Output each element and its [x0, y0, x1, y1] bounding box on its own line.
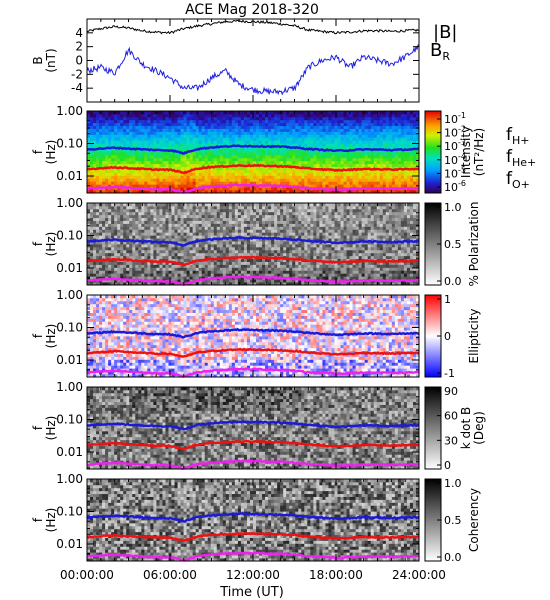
y-tick-label: 0.10: [56, 229, 83, 243]
cbar-tick-label: 0.5: [444, 514, 462, 527]
y-axis-unit: (nT): [44, 48, 58, 72]
kdotb-panel: 1.00 0.10 0.01 f (Hz) 90 60 30 0 k dot B (Deg): [31, 380, 486, 472]
y-tick-label: 1.00: [56, 288, 83, 302]
b-r-line: [86, 44, 420, 96]
chart-title: ACE Mag 2018-320: [185, 2, 319, 18]
legend-b-r: BR: [430, 40, 450, 63]
y-tick-label: 1.00: [56, 380, 83, 394]
y-axis-label: f: [31, 241, 45, 246]
cbar-tick-label: 0.5: [444, 238, 462, 251]
y-axis-label: f: [31, 517, 45, 522]
y-tick-label: 0.01: [56, 353, 83, 367]
f-he-line: [86, 347, 420, 358]
x-axis-label: Time (UT): [219, 585, 284, 600]
x-tick-label: 12:00:00: [226, 568, 280, 582]
f-h-line: [86, 236, 420, 247]
y-tick-label: 0.01: [56, 261, 83, 275]
f-h-line: [86, 420, 420, 431]
colorbar-unit: (nT²/Hz): [472, 128, 486, 176]
legend-H-frequency: fH+: [506, 125, 530, 147]
y-axis-label: f: [31, 425, 45, 430]
cbar-tick-label: 0.0: [444, 275, 462, 288]
y-tick-label: 0.01: [56, 445, 83, 459]
cbar-tick-label: 1.0: [444, 201, 462, 214]
y-tick-label: 4: [75, 26, 83, 40]
legend-He-frequency: fHe+: [506, 147, 536, 169]
y-tick-label: 0.01: [56, 537, 83, 551]
x-tick-label: 06:00:00: [143, 568, 197, 582]
f-o-line: [86, 459, 420, 470]
cbar-tick-label: 60: [444, 410, 458, 423]
f-o-line: [86, 275, 420, 286]
y-axis-unit: (Hz): [44, 232, 58, 257]
intensity-colorbar: [424, 110, 442, 194]
cbar-tick-label: 0: [444, 330, 451, 343]
y-tick-label: -4: [71, 81, 83, 95]
intensity-panel: 1.000.100.01f (Hz)10-110-210-310-410-510-…: [31, 104, 536, 194]
polarization-panel: 1.00 0.10 0.01 f (Hz) 1.0 0.5 0.0 % Polarization: [31, 196, 481, 288]
y-axis-unit: (Hz): [44, 140, 58, 165]
y-tick-label: 0.10: [56, 413, 83, 427]
x-tick-label: 24:00:00: [392, 568, 446, 582]
f-o-line: [86, 551, 420, 562]
f-o-line: [86, 367, 420, 378]
f-he-line: [86, 439, 420, 451]
coherency-panel: 1.00 0.10 0.01 f (Hz) 1.0 0.5 0.0 Coherency: [31, 472, 481, 564]
colorbar-label: Ellipticity: [467, 309, 481, 364]
f-h-line: [86, 512, 420, 523]
ellipticity-panel: 1.00 0.10 0.01 f (Hz) 1 0 -1 Ellipticity: [31, 288, 481, 380]
f-h-line: [86, 144, 419, 155]
cbar-tick-label: 1.0: [444, 477, 462, 490]
f-h-line: [86, 327, 420, 339]
colorbar-label: % Polarization: [467, 202, 481, 287]
f-he-line: [86, 163, 420, 175]
field-panel: 420-2-4 B (nT) |B|BR: [31, 18, 457, 103]
y-axis-label: f: [31, 333, 45, 338]
f-he-line: [86, 531, 420, 543]
cbar-tick-label: -1: [444, 367, 455, 380]
legend-O-frequency: fO+: [506, 169, 530, 191]
cbar-tick-label: 1: [444, 293, 451, 306]
cbar-tick-label: 0.0: [444, 551, 462, 564]
y-axis-label: B: [31, 56, 45, 64]
x-tick-label: 18:00:00: [309, 568, 363, 582]
y-tick-label: 0.01: [56, 169, 83, 183]
colorbar-label: Coherency: [467, 488, 481, 552]
y-axis-unit: (Hz): [44, 416, 58, 441]
time-axis: 00:00:00 06:00:00 12:00:00 18:00:00 24:00:00: [60, 19, 446, 582]
cbar-tick-label: 30: [444, 434, 458, 447]
colorbar-label: k dot B: [459, 407, 473, 449]
y-tick-label: 2: [75, 40, 83, 54]
legend-b-total: |B|: [433, 22, 457, 43]
colorbar-unit: (Deg): [472, 411, 486, 445]
y-tick-label: 0.10: [56, 321, 83, 335]
y-tick-label: 0: [75, 54, 83, 68]
cbar-tick-label: 0: [444, 459, 451, 472]
y-axis-unit: (Hz): [44, 324, 58, 349]
colorbar-label: Intensity: [459, 126, 473, 178]
y-tick-label: 1.00: [56, 104, 83, 118]
f-o-line: [86, 183, 420, 194]
cbar-tick-label: 10-6: [444, 179, 466, 194]
f-he-line: [86, 255, 420, 267]
y-axis-unit: (Hz): [44, 508, 58, 533]
y-tick-label: 0.10: [56, 137, 83, 151]
x-tick-label: 00:00:00: [60, 568, 114, 582]
y-tick-label: 1.00: [56, 472, 83, 486]
cbar-tick-label: 90: [444, 385, 458, 398]
y-tick-label: 1.00: [56, 196, 83, 210]
kdotb-colorbar: [424, 386, 442, 470]
y-tick-label: -2: [71, 67, 83, 81]
y-tick-label: 0.10: [56, 505, 83, 519]
y-axis-label: f: [31, 149, 45, 154]
